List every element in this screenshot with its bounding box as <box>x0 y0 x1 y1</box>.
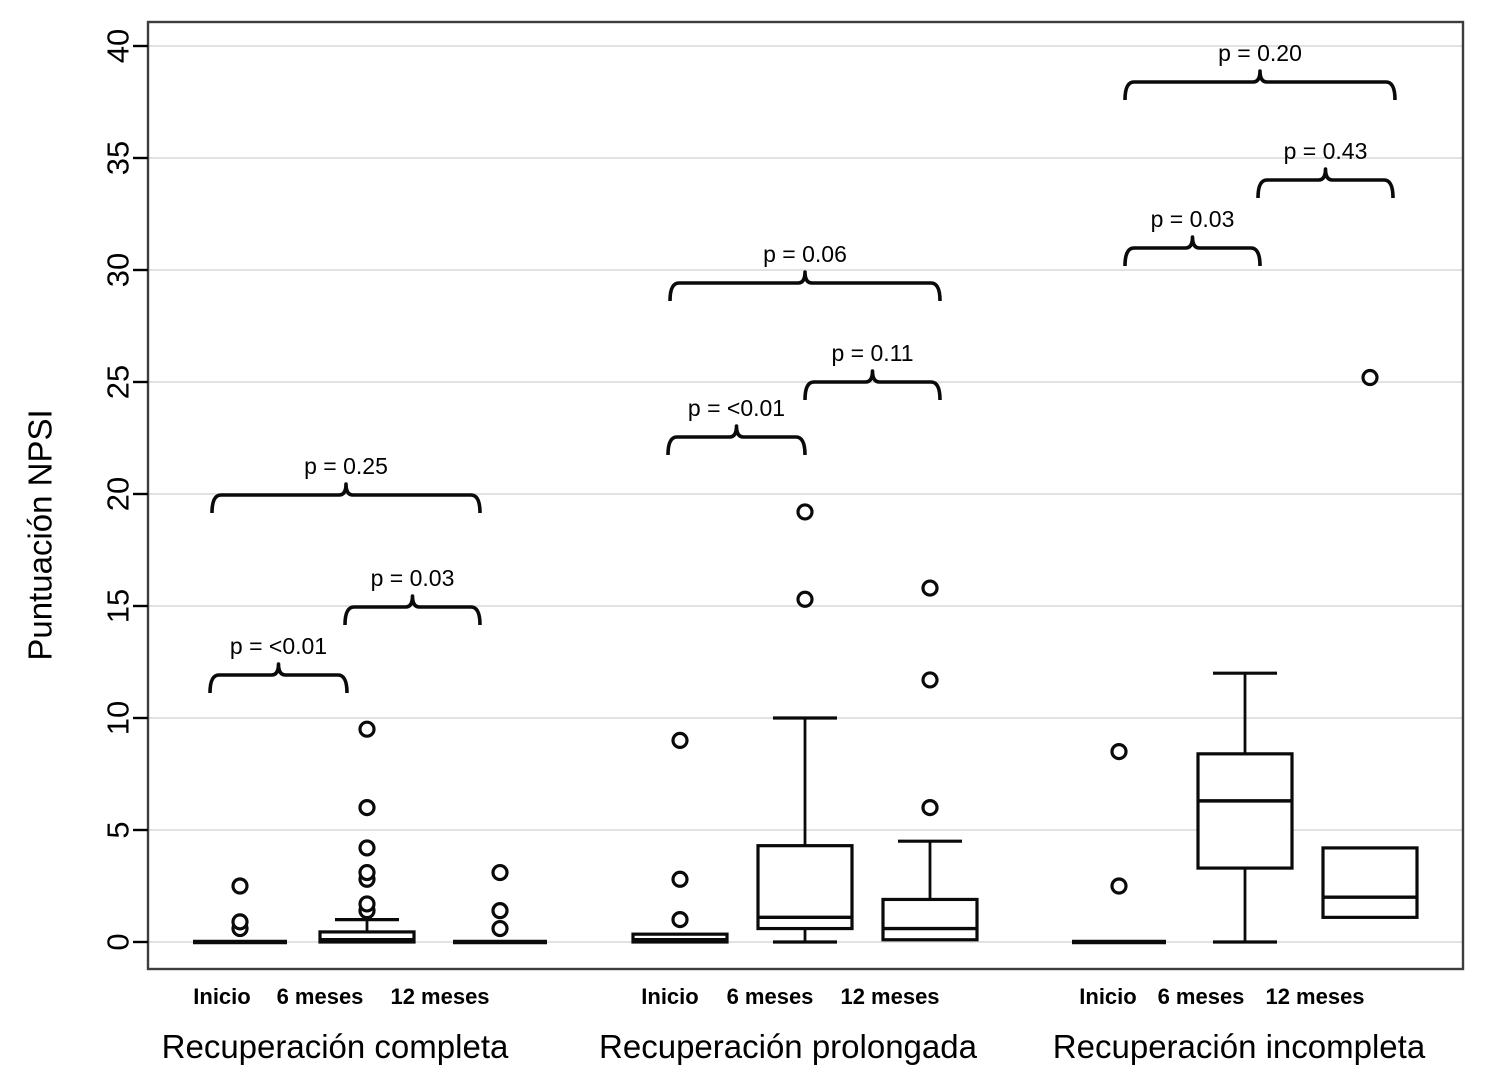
p-value-label-g2-3: p = 0.06 <box>763 241 847 267</box>
x-tick-label-g2-3: 12 meses <box>840 984 939 1009</box>
group-label-1: Recuperación completa <box>162 1028 509 1065</box>
p-value-label-g2-2: p = 0.11 <box>831 340 913 366</box>
p-bracket-g2-3 <box>668 270 942 302</box>
y-tick-label-30: 30 <box>101 253 136 287</box>
outlier-point-g2-box3-2 <box>921 671 939 689</box>
x-tick-label-g3-2: 6 meses <box>1158 984 1245 1009</box>
y-axis-title: Puntuación NPSI <box>22 409 59 660</box>
p-value-label-g1-2: p = 0.03 <box>371 565 455 591</box>
box-g3-box2 <box>1196 752 1294 870</box>
outlier-point-g2-box1-2 <box>671 870 689 888</box>
outlier-point-g2-box3-1 <box>921 798 939 817</box>
p-value-label-g3-2: p = 0.43 <box>1284 138 1368 164</box>
x-tick-label-g1-1: Inicio <box>193 984 250 1009</box>
outlier-point-g1-box2-6 <box>358 798 376 817</box>
outlier-point-g1-box2-4 <box>358 863 376 882</box>
y-tick-label-10: 10 <box>101 701 136 735</box>
x-tick-label-g1-2: 6 meses <box>277 984 364 1009</box>
outlier-point-g1-box3-2 <box>491 902 509 920</box>
outlier-point-g1-box2-2 <box>358 895 376 913</box>
outlier-point-g3-box1-2 <box>1110 742 1128 761</box>
y-tick-label-35: 35 <box>101 141 136 175</box>
x-tick-label-g2-1: Inicio <box>641 984 698 1009</box>
p-value-label-g2-1: p = <0.01 <box>688 395 785 421</box>
outlier-point-g3-box3-1 <box>1361 368 1379 387</box>
y-tick-label-15: 15 <box>101 589 136 623</box>
outlier-point-g1-box3-3 <box>491 863 509 882</box>
x-tick-label-g1-3: 12 meses <box>390 984 489 1009</box>
p-bracket-g3-1 <box>1123 235 1262 267</box>
p-value-label-g1-1: p = <0.01 <box>230 633 327 659</box>
group-label-3: Recuperación incompleta <box>1053 1028 1426 1065</box>
y-tick-label-0: 0 <box>101 933 136 950</box>
outlier-point-g2-box1-3 <box>671 731 689 750</box>
group-label-2: Recuperación prolongada <box>599 1028 978 1065</box>
p-value-label-g3-1: p = 0.03 <box>1151 206 1235 232</box>
outlier-point-g2-box1-1 <box>671 910 689 929</box>
box-g2-box3 <box>881 897 979 942</box>
x-tick-label-g3-3: 12 meses <box>1265 984 1364 1009</box>
plot-frame <box>146 20 1465 971</box>
y-tick-label-25: 25 <box>101 365 136 399</box>
outlier-point-g3-box1-1 <box>1110 877 1128 895</box>
p-bracket-g3-2 <box>1256 167 1395 199</box>
x-tick-label-g3-1: Inicio <box>1079 984 1136 1009</box>
p-bracket-g3-3 <box>1123 69 1397 101</box>
p-bracket-g1-3 <box>210 482 482 514</box>
outlier-point-g2-box3-3 <box>921 579 939 597</box>
x-tick-label-g2-2: 6 meses <box>727 984 814 1009</box>
p-bracket-g2-2 <box>803 369 942 401</box>
y-tick-label-40: 40 <box>101 29 136 63</box>
y-tick-label-20: 20 <box>101 477 136 511</box>
p-bracket-g2-1 <box>666 424 807 456</box>
box-g2-box2 <box>756 844 854 931</box>
p-value-label-g3-3: p = 0.20 <box>1218 40 1302 66</box>
outlier-point-g2-box2-2 <box>796 503 814 521</box>
outlier-point-g2-box2-1 <box>796 590 814 608</box>
outlier-point-g1-box2-5 <box>358 839 376 857</box>
outlier-point-g1-box2-7 <box>358 720 376 738</box>
outlier-point-g1-box3-1 <box>491 919 509 938</box>
box-g1-box2 <box>318 930 416 944</box>
p-bracket-g1-1 <box>208 662 349 694</box>
p-value-label-g1-3: p = 0.25 <box>304 453 388 479</box>
outlier-point-g1-box1-3 <box>231 877 249 895</box>
outlier-point-g1-box1-2 <box>231 913 249 931</box>
box-g3-box3 <box>1321 846 1419 919</box>
p-bracket-g1-2 <box>343 594 482 626</box>
y-tick-label-5: 5 <box>101 821 136 838</box>
